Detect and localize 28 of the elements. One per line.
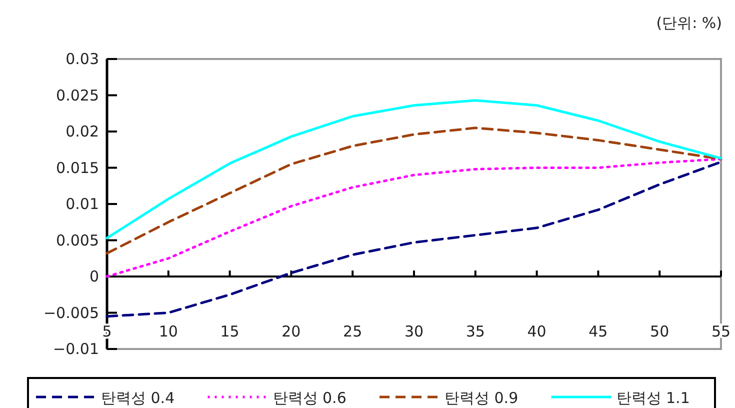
line-series <box>106 160 722 318</box>
x-tick-label: 10 <box>158 322 178 340</box>
x-tick-label: 35 <box>466 322 485 340</box>
x-tick-label: 55 <box>711 322 731 340</box>
x-tick-label: 50 <box>650 322 670 340</box>
line-series <box>106 158 722 278</box>
line-series <box>106 99 722 240</box>
y-tick-label: 0.025 <box>56 86 99 104</box>
y-tick-label: 0.005 <box>56 231 99 250</box>
y-tick-label: −0.01 <box>53 340 99 358</box>
y-tick-label: 0.01 <box>66 195 99 213</box>
legend-label: 탄력성 0.9 <box>444 389 518 407</box>
x-tick-label: 45 <box>588 322 608 340</box>
text: (단위: %) <box>656 14 722 32</box>
y-tick-label: 0 <box>89 268 99 286</box>
x-tick-label: 15 <box>220 322 240 340</box>
x-tick-label: 20 <box>282 322 301 340</box>
x-tick-label: 30 <box>404 322 424 340</box>
legend-label: 탄력성 0.6 <box>272 389 346 407</box>
x-tick-label: 40 <box>527 322 546 340</box>
legend-label: 탄력성 1.1 <box>616 389 690 407</box>
y-tick-label: 0.02 <box>66 122 99 140</box>
x-tick-label: 25 <box>343 322 362 340</box>
line-series <box>106 126 722 255</box>
legend-label: 탄력성 0.4 <box>101 389 175 407</box>
y-tick-label: 0.03 <box>66 50 99 68</box>
y-tick-label: 0.015 <box>56 158 99 177</box>
y-tick-label: −0.005 <box>43 304 99 322</box>
